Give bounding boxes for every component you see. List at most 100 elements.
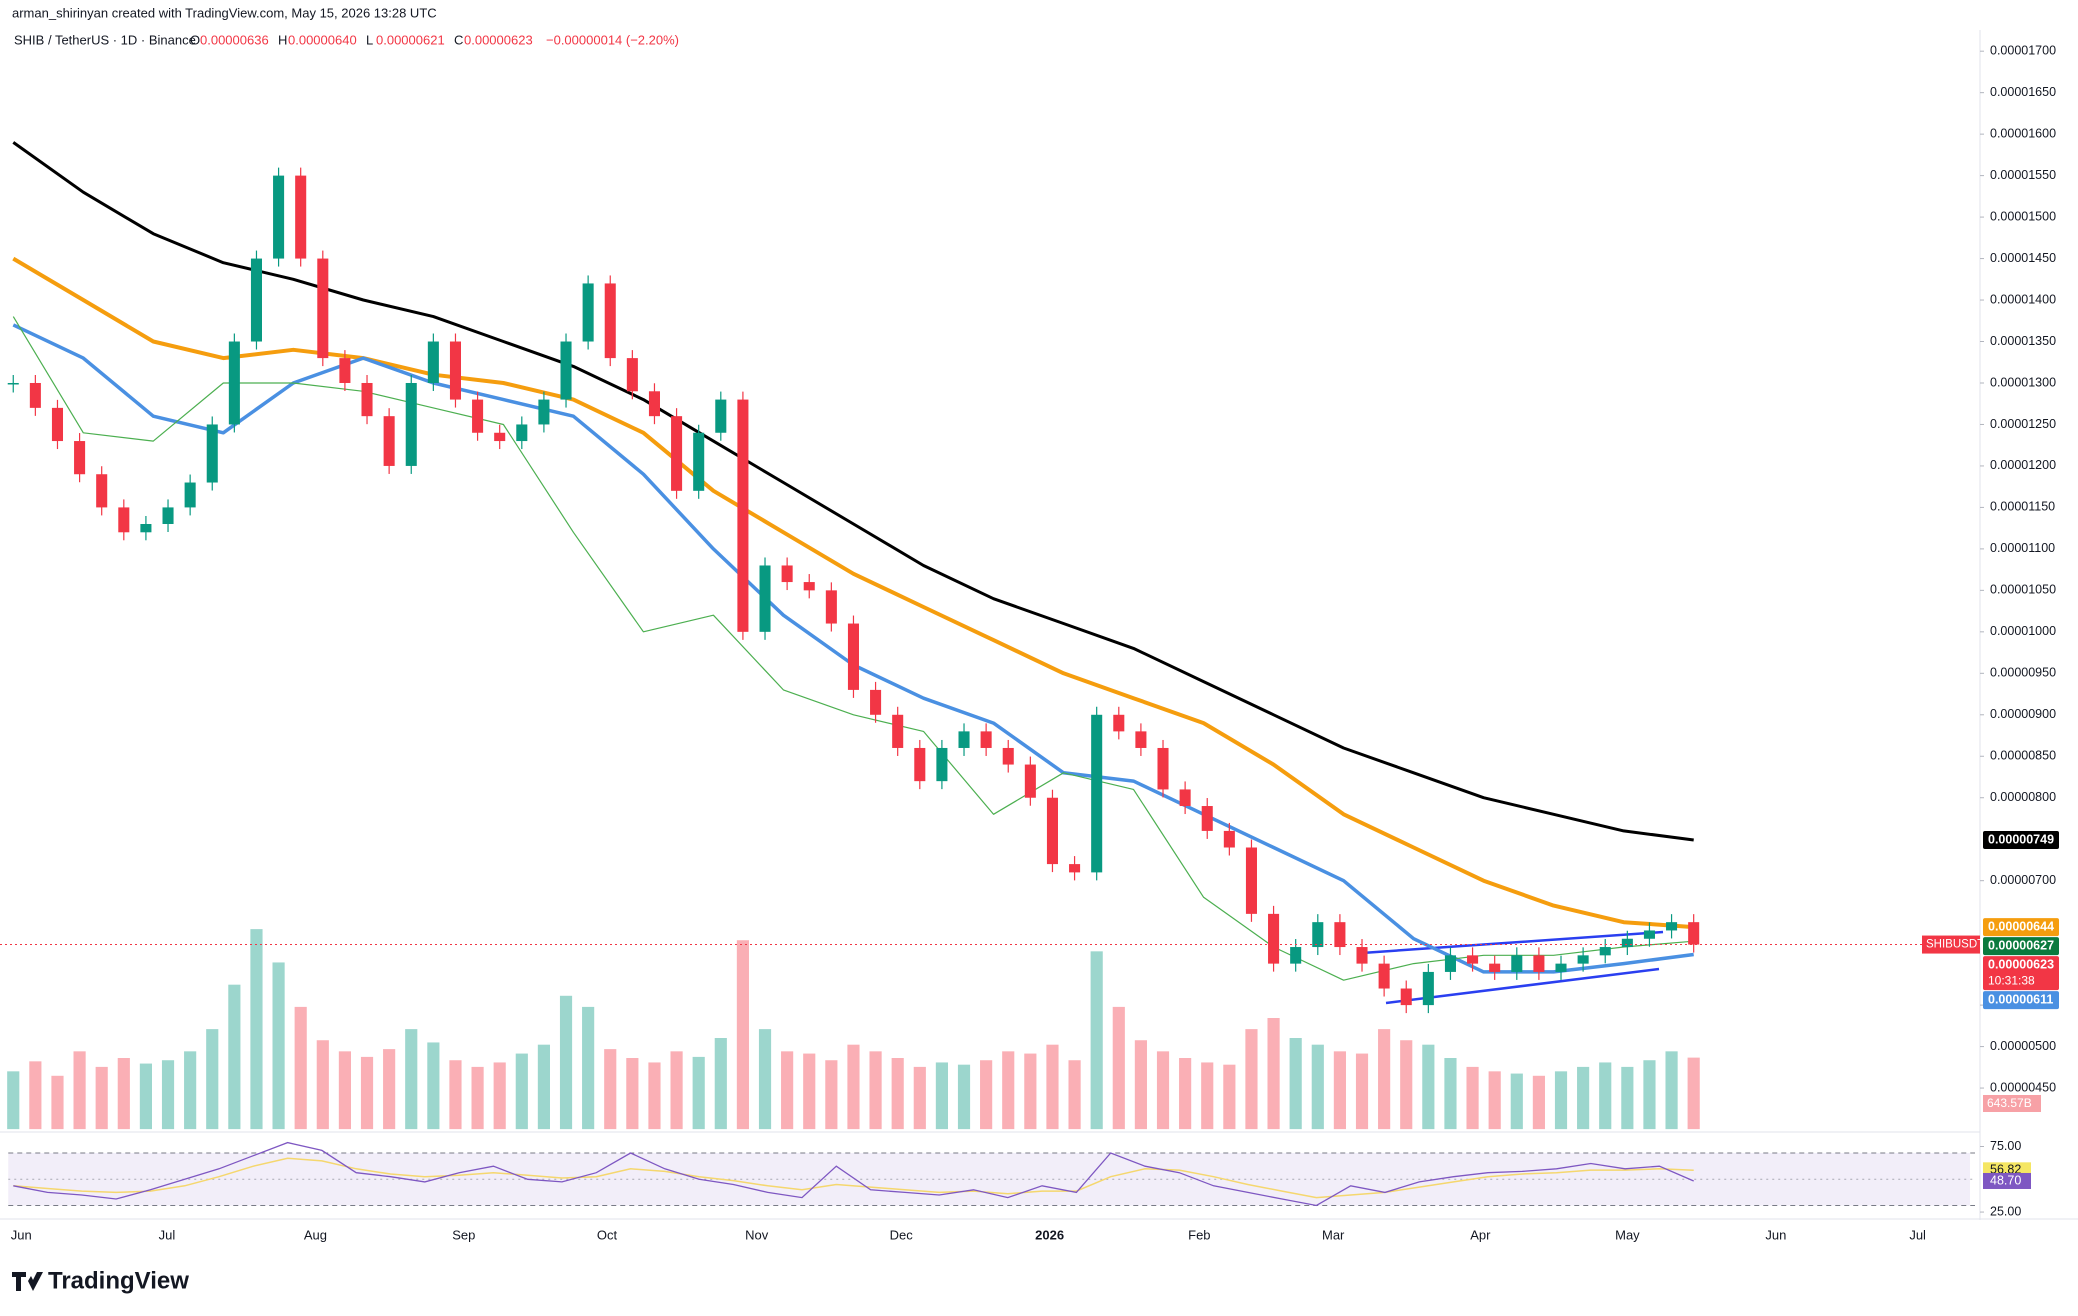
candle <box>206 424 218 483</box>
volume-bar <box>272 962 285 1130</box>
candle <box>914 747 926 782</box>
volume-bar <box>1134 1040 1147 1130</box>
ohlc-value: 0.00000640 <box>288 32 357 47</box>
countdown: 10:31:38 <box>1988 973 2035 987</box>
volume-bar <box>1223 1064 1236 1130</box>
rsi-label: 48.70 <box>1990 1173 2021 1187</box>
y-tick-label: 0.00001500 <box>1990 209 2056 223</box>
volume-bar <box>847 1044 860 1130</box>
x-tick-label: Dec <box>890 1227 914 1242</box>
candle <box>74 441 86 475</box>
moving-average <box>12 256 1694 930</box>
volume-bar <box>957 1064 971 1130</box>
price-tag <box>1983 831 2059 850</box>
y-tick-label: 0.00000950 <box>1990 666 2056 680</box>
y-tick-label: 0.00001050 <box>1990 583 2056 597</box>
y-tick-label: 0.00000450 <box>1990 1080 2056 1094</box>
rsi-band <box>8 1153 1970 1206</box>
volume-bar <box>1554 1071 1568 1130</box>
x-tick-label: Apr <box>1470 1227 1491 1242</box>
y-tick-label: 0.00000800 <box>1990 790 2056 804</box>
credit: arman_shirinyan created with TradingView… <box>12 5 437 20</box>
candle <box>1489 963 1501 972</box>
candle <box>1002 747 1014 765</box>
volume-bar <box>648 1062 661 1130</box>
y-tick-label: 0.00001450 <box>1990 251 2056 265</box>
candle <box>1334 922 1346 948</box>
volume-bar <box>250 929 263 1130</box>
y-tick-label: 0.00001250 <box>1990 417 2056 431</box>
candle <box>140 524 152 533</box>
y-tick-label: 0.00001650 <box>1990 85 2056 99</box>
volume-bar <box>427 1042 440 1130</box>
candle <box>472 399 484 433</box>
candle <box>51 407 64 442</box>
candle <box>693 432 705 491</box>
ohlc-key: C <box>454 32 463 47</box>
volume-bar <box>1466 1066 1479 1130</box>
ohlc-value: 0.00000623 <box>464 32 533 47</box>
candle <box>1091 714 1103 873</box>
candle <box>250 258 262 342</box>
volume-bar <box>161 1060 175 1130</box>
candle <box>1511 955 1523 972</box>
volume-bar <box>1444 1058 1457 1130</box>
candle <box>1599 947 1611 956</box>
candle <box>449 341 461 400</box>
brand: TradingView <box>48 1267 189 1294</box>
candle <box>560 341 572 400</box>
candle <box>1555 963 1567 972</box>
volume-bar <box>29 1061 42 1130</box>
moving-average <box>12 316 1694 981</box>
volume-bar <box>117 1058 130 1130</box>
rsi-line <box>13 1141 1694 1207</box>
volume-bar <box>360 1056 374 1130</box>
candle <box>273 175 285 259</box>
price-tag <box>1983 918 2059 937</box>
candle <box>715 399 727 433</box>
symbol-tag-label: SHIBUSDT <box>1926 939 1984 951</box>
rsi-tick-label: 25.00 <box>1990 1204 2021 1218</box>
x-tick-label: Jul <box>1909 1227 1926 1242</box>
volume-bar <box>1179 1058 1192 1130</box>
volume-bar <box>692 1056 705 1130</box>
candle <box>361 382 373 417</box>
volume-bar <box>891 1058 904 1130</box>
x-tick-label: Aug <box>304 1227 327 1242</box>
candle <box>1046 797 1058 865</box>
candle <box>604 283 616 359</box>
ohlc-value: 0.00000621 <box>376 32 445 47</box>
volume-bar <box>139 1063 152 1130</box>
volume-bar <box>51 1075 64 1130</box>
y-tick-label: 0.00001150 <box>1990 500 2055 514</box>
volume-bar <box>1112 1006 1125 1130</box>
candle <box>7 382 19 385</box>
volume-bar <box>1488 1071 1501 1130</box>
y-tick-label: 0.00000900 <box>1990 707 2056 721</box>
candle <box>1201 806 1213 831</box>
ohlc-key: H <box>278 32 287 47</box>
volume-bar <box>1267 1018 1280 1130</box>
candle <box>1157 747 1169 790</box>
volume-tag <box>1983 1095 2041 1112</box>
candle <box>781 565 793 583</box>
volume-bar <box>316 1040 329 1130</box>
volume-bar <box>537 1044 550 1130</box>
y-tick-label: 0.00001300 <box>1990 375 2056 389</box>
candle <box>1666 922 1678 931</box>
candle <box>1113 714 1125 732</box>
candle <box>1290 947 1302 964</box>
volume-bar <box>714 1038 727 1130</box>
volume-bar <box>1422 1044 1435 1130</box>
volume-bar <box>1090 951 1103 1130</box>
ohlc-value: 0.00000636 <box>200 32 269 47</box>
price-tag-label: 0.00000749 <box>1988 832 2054 846</box>
volume-bar <box>1599 1062 1612 1130</box>
volume-bar <box>1400 1040 1413 1130</box>
candle <box>825 590 837 624</box>
volume-bar <box>383 1049 396 1130</box>
y-tick-label: 0.00001200 <box>1990 458 2056 472</box>
volume-bar <box>206 1029 219 1130</box>
candle <box>936 747 948 782</box>
volume-bar <box>1156 1051 1170 1130</box>
